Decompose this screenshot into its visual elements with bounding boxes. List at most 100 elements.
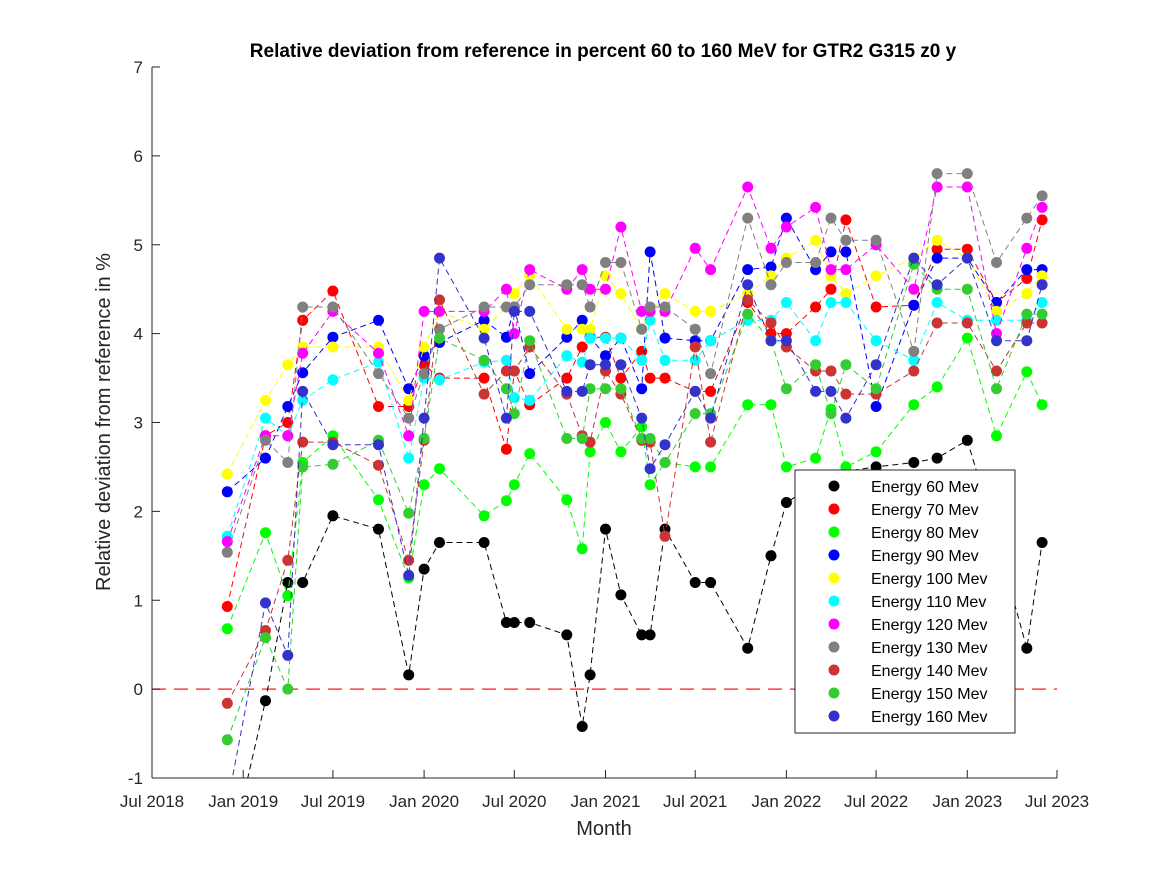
data-point [403, 394, 415, 406]
x-tick-label: Jul 2018 [120, 792, 184, 811]
series-line [226, 216, 1043, 493]
data-point [297, 577, 309, 588]
data-point [561, 279, 573, 291]
data-point [961, 243, 973, 255]
chart-title: Relative deviation from reference in per… [250, 41, 957, 62]
series-line [226, 263, 1043, 740]
data-point [500, 412, 512, 424]
data-point [403, 383, 415, 395]
data-point [500, 283, 512, 295]
data-point [418, 563, 430, 575]
data-point [705, 577, 717, 588]
data-point [221, 468, 233, 480]
data-point [840, 288, 852, 300]
data-point [636, 412, 648, 424]
data-point [297, 461, 309, 473]
data-point [615, 257, 627, 268]
data-point [961, 168, 973, 180]
data-point [908, 345, 920, 357]
data-point [403, 669, 415, 681]
series-line [226, 301, 1043, 537]
data-point [576, 323, 588, 335]
data-point [780, 221, 792, 233]
data-point [576, 385, 588, 397]
legend-marker [828, 503, 840, 515]
x-tick-label: Jul 2019 [301, 792, 365, 811]
data-point [403, 507, 415, 519]
data-point [931, 381, 943, 393]
y-tick-label: 3 [134, 414, 143, 433]
data-point [561, 331, 573, 343]
data-point [1036, 297, 1048, 308]
data-point [908, 252, 920, 264]
data-point [615, 359, 627, 371]
data-point [908, 299, 920, 311]
data-point [418, 479, 430, 491]
data-point [705, 436, 717, 448]
data-point [282, 401, 294, 412]
data-point [810, 385, 822, 397]
data-point [659, 457, 671, 468]
data-point [434, 374, 445, 386]
data-point [705, 412, 717, 424]
legend-label: Energy 120 Mev [871, 617, 988, 634]
data-point [644, 314, 656, 326]
data-point [508, 328, 520, 340]
data-point [500, 617, 512, 628]
data-point [644, 463, 656, 475]
data-point [508, 617, 520, 628]
data-point [561, 385, 573, 397]
data-point [600, 417, 611, 428]
data-point [418, 305, 430, 317]
data-point [615, 221, 627, 233]
data-point [584, 323, 596, 335]
data-point [742, 294, 754, 306]
data-point [615, 446, 627, 458]
data-point [742, 279, 754, 291]
data-point [561, 350, 573, 362]
data-point [810, 452, 822, 464]
data-point [705, 368, 717, 380]
data-point [282, 430, 294, 442]
data-point [576, 341, 588, 353]
data-point [524, 305, 536, 317]
data-point [576, 543, 588, 555]
data-point [1036, 270, 1048, 282]
x-tick-label: Jul 2021 [663, 792, 727, 811]
data-point [742, 181, 754, 193]
data-point [282, 649, 294, 661]
data-point [221, 536, 233, 548]
data-point [742, 308, 754, 320]
data-point [221, 601, 233, 612]
data-point [870, 383, 882, 395]
y-tick-label: 7 [134, 58, 143, 77]
axes-layer: Jul 2018 Jan 2019 Jul 2019 Jan 2020 Jul 2020… [120, 58, 1089, 811]
data-point [327, 510, 339, 522]
data-point [644, 246, 656, 258]
data-point [644, 629, 656, 641]
data-point [961, 252, 973, 264]
data-point [282, 359, 294, 371]
data-point [961, 317, 973, 329]
data-point [931, 243, 943, 255]
data-point [260, 695, 271, 707]
data-point [600, 283, 611, 295]
legend-label: Energy 90 Mev [871, 548, 979, 565]
data-point [765, 550, 777, 562]
data-point [373, 347, 384, 359]
series-8 [221, 168, 1048, 558]
legend-marker [828, 641, 840, 653]
data-point [810, 257, 822, 268]
y-tick-label: -1 [128, 769, 143, 788]
data-point [765, 335, 777, 347]
data-point [1021, 335, 1033, 347]
data-point [260, 452, 271, 464]
data-point [434, 463, 445, 475]
data-point [870, 301, 882, 313]
x-tick-label: Jan 2021 [571, 792, 641, 811]
data-point [561, 323, 573, 335]
series-line [247, 439, 1043, 778]
data-point [825, 297, 837, 308]
series-11 [231, 252, 1048, 778]
